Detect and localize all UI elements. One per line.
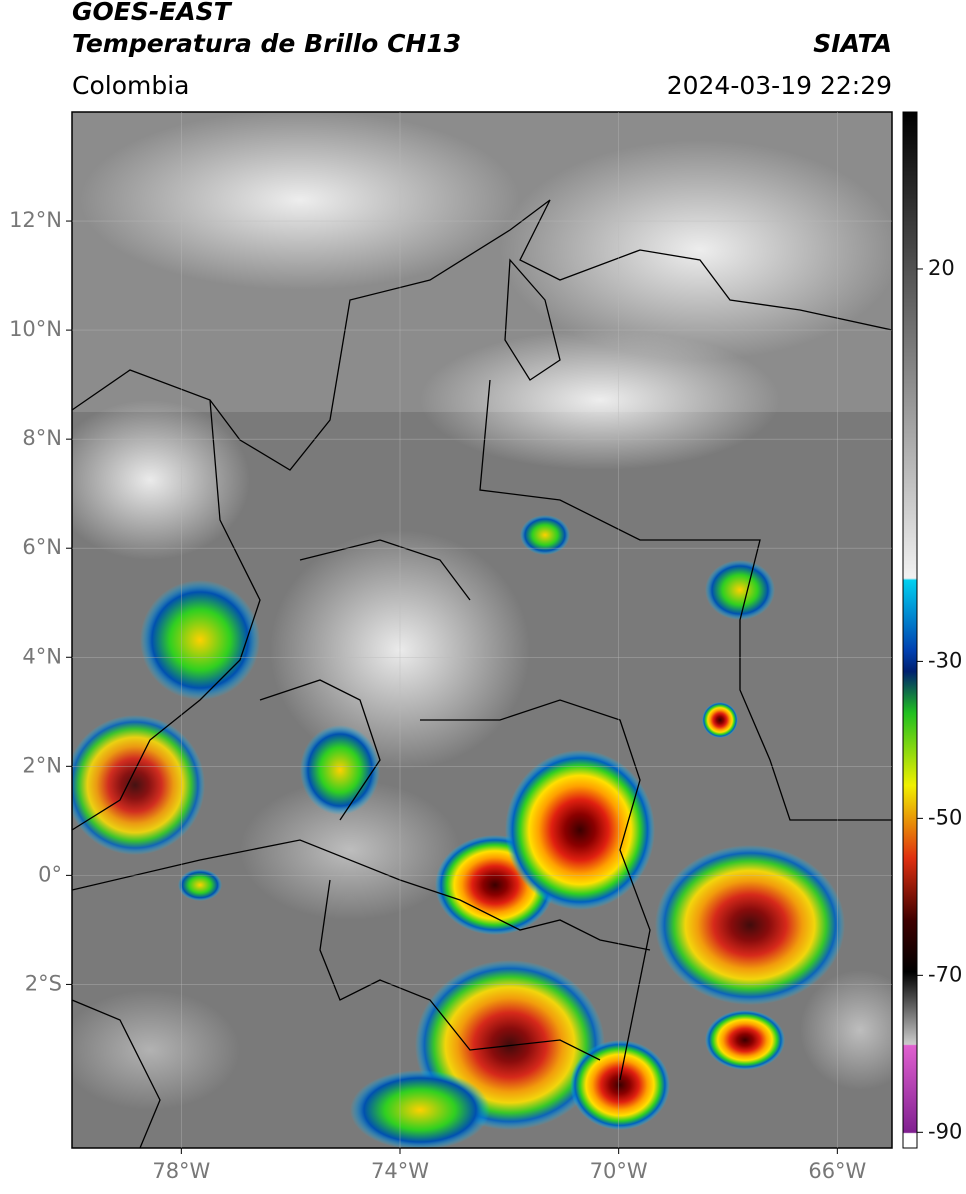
y-tick-label: 0° [38,862,62,886]
y-tick-label: 8°N [22,426,62,450]
subtitle: Temperatura de Brillo CH13 [72,29,461,58]
y-tick-label: 2°S [25,971,62,995]
colorbar-tick-label: -30 [928,648,962,672]
x-tick-label: 70°W [590,1159,648,1183]
x-tick-label: 66°W [808,1159,866,1183]
x-tick-label: 78°W [152,1159,210,1183]
y-tick-label: 6°N [22,535,62,559]
colorbar [902,111,918,1149]
map-frame [71,111,893,1149]
source: SIATA [813,29,892,58]
map-imagery [72,112,892,1148]
borders [72,199,892,1148]
title: GOES-EAST [72,0,233,26]
colorbar-tick-label: 20 [928,256,955,280]
colorbar-tick-label: -50 [928,805,962,829]
x-tick-label: 74°W [371,1159,429,1183]
colorbar-tick-label: -70 [928,962,962,986]
y-tick-label: 10°N [9,317,62,341]
region: Colombia [72,71,189,100]
datetime: 2024-03-19 22:29 [667,71,892,100]
y-tick-label: 12°N [9,208,62,232]
colorbar-tick-label: -90 [928,1119,962,1143]
y-tick-label: 4°N [22,644,62,668]
y-tick-label: 2°N [22,753,62,777]
